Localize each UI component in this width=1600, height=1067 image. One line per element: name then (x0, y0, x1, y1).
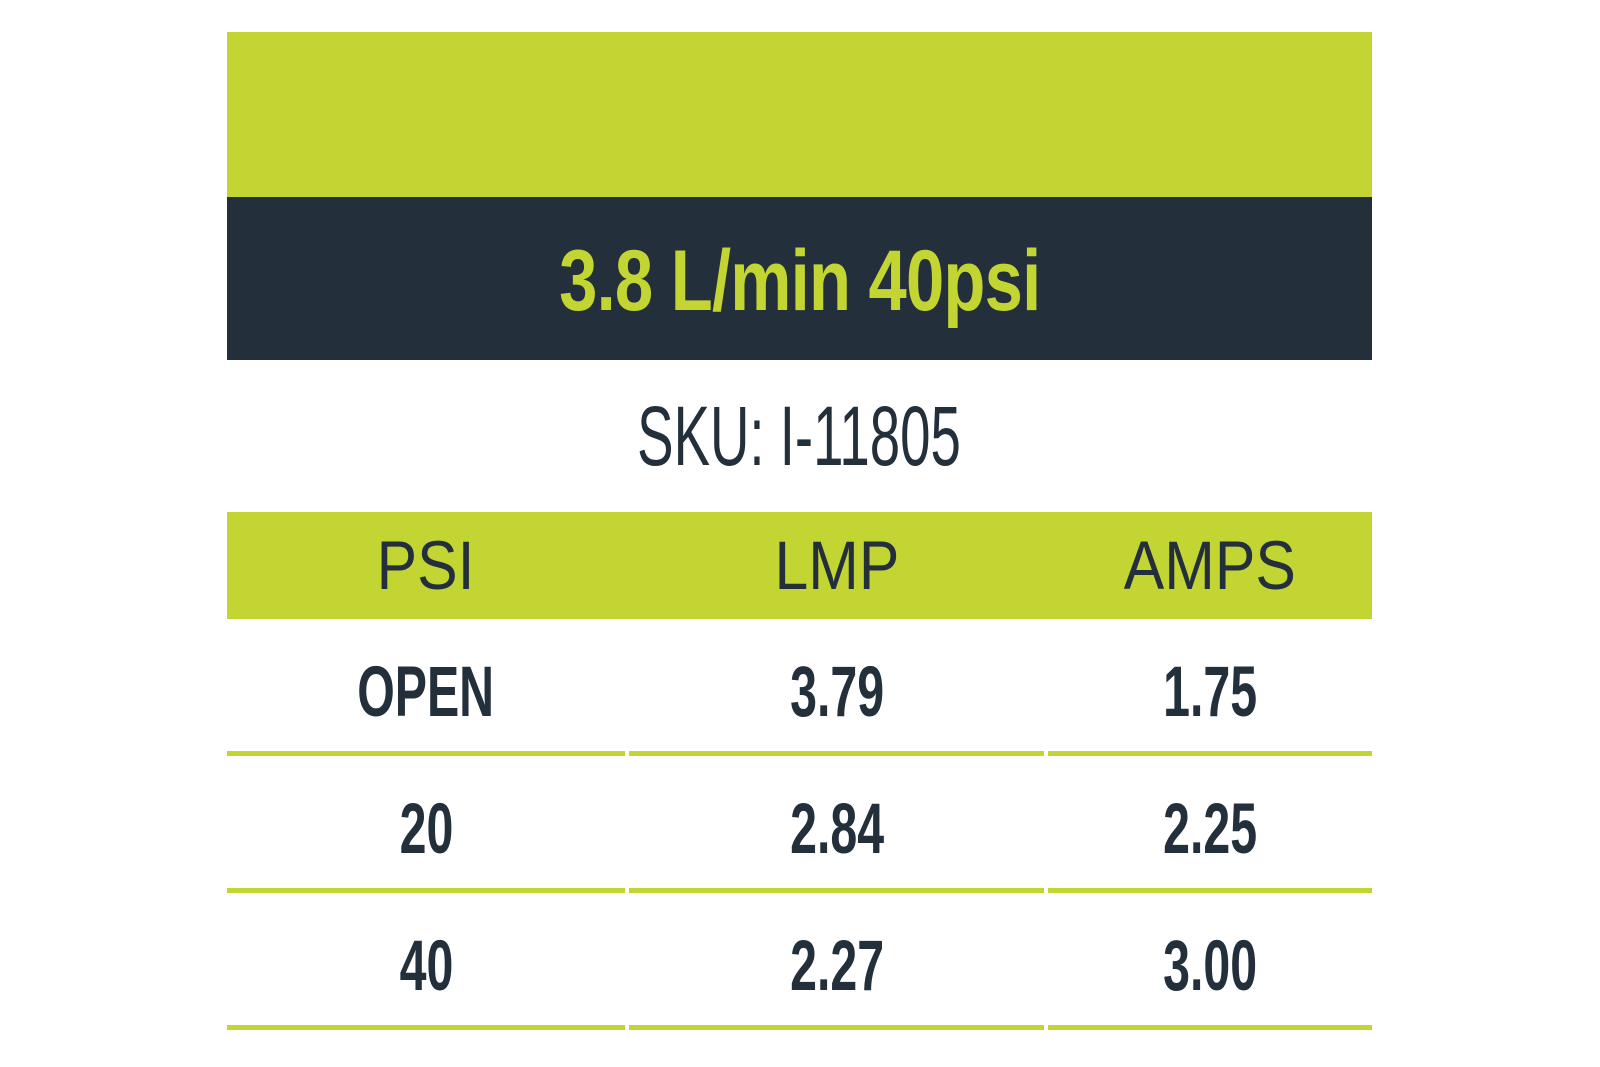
table-row: 40 2.27 3.00 (227, 893, 1372, 1030)
brand-banner-blank (227, 32, 1372, 197)
flow-rating-title: 3.8 L/min 40psi (558, 233, 1041, 329)
column-header-amps: AMPS (1048, 512, 1372, 619)
column-header-psi: PSI (227, 512, 625, 619)
table-cell-lmp: 2.84 (629, 756, 1045, 893)
table-row: 20 2.84 2.25 (227, 756, 1372, 893)
cell-value: 2.25 (1163, 789, 1258, 869)
flow-rating-banner: 3.8 L/min 40psi (227, 197, 1372, 360)
table-cell-amps: 1.75 (1048, 619, 1372, 756)
cell-value: 3.79 (789, 652, 884, 732)
cell-value: 40 (399, 926, 453, 1006)
column-header-amps-label: AMPS (1124, 527, 1297, 604)
spec-sheet-content: 3.8 L/min 40psi SKU: I-11805 PSI LMP AMP… (227, 32, 1372, 1030)
column-header-lmp: LMP (629, 512, 1044, 619)
column-header-psi-label: PSI (377, 527, 476, 604)
cell-value: 2.84 (789, 789, 884, 869)
table-cell-psi: OPEN (227, 619, 626, 756)
table-header-row: PSI LMP AMPS (227, 512, 1372, 619)
cell-value: OPEN (357, 652, 495, 732)
table-cell-lmp: 3.79 (629, 619, 1045, 756)
table-cell-lmp: 2.27 (629, 893, 1045, 1030)
table-cell-psi: 20 (227, 756, 626, 893)
table-cell-amps: 2.25 (1048, 756, 1372, 893)
cell-value: 1.75 (1163, 652, 1258, 732)
sku-row: SKU: I-11805 (227, 360, 1372, 512)
table-row: OPEN 3.79 1.75 (227, 619, 1372, 756)
cell-value: 3.00 (1163, 926, 1258, 1006)
sku-label: SKU: I-11805 (637, 388, 962, 483)
table-cell-psi: 40 (227, 893, 626, 1030)
cell-value: 20 (399, 789, 453, 869)
column-header-lmp-label: LMP (774, 527, 900, 604)
table-cell-amps: 3.00 (1048, 893, 1372, 1030)
cell-value: 2.27 (789, 926, 884, 1006)
spec-table: PSI LMP AMPS OPEN 3.79 1.75 (227, 512, 1372, 1030)
